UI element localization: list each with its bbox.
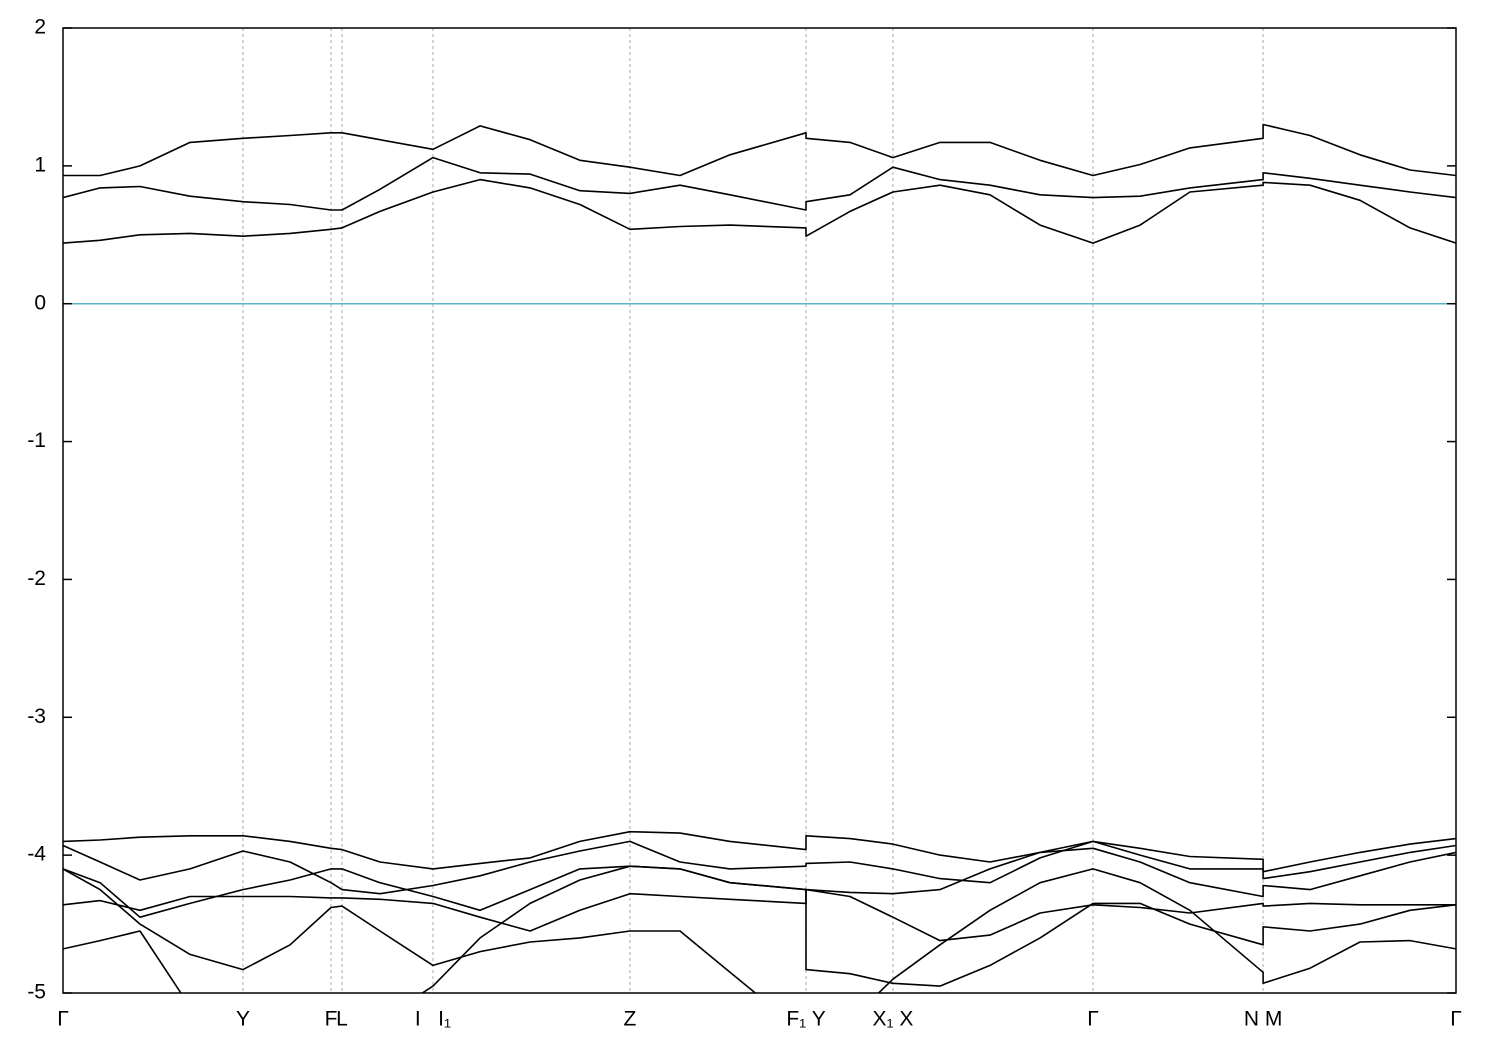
x-tick-label: Γ <box>1087 1008 1099 1031</box>
y-tick-label: -3 <box>27 705 46 728</box>
band-line <box>63 123 1456 177</box>
band-line <box>63 156 1456 211</box>
x-tick-label: Z <box>624 1008 637 1031</box>
y-tick-label: 2 <box>34 16 46 39</box>
y-tick-label: -2 <box>27 567 46 590</box>
labels: -5 -4 -3 -2 -1 0 1 2 Γ Y FL I I₁ Z F₁ Y X₁ X Γ N M Γ <box>27 16 1461 1031</box>
x-tick-label: X₁ X <box>872 1008 913 1031</box>
band-line <box>63 840 1456 895</box>
y-tick-label: 0 <box>34 291 46 314</box>
y-tick-label: -4 <box>27 843 46 866</box>
band-line <box>63 830 1456 873</box>
x-tick-label: Γ <box>1450 1008 1462 1031</box>
band-line <box>63 888 1456 942</box>
bands <box>63 123 1456 993</box>
y-tick-label: 1 <box>34 153 46 176</box>
y-tick-label: -5 <box>27 981 46 1004</box>
band-line <box>63 178 1456 244</box>
x-tick-label: Y <box>236 1008 250 1031</box>
band-line <box>63 868 1456 993</box>
x-tick-label: F <box>325 1008 338 1031</box>
x-tick-label: F₁ Y <box>786 1008 825 1031</box>
x-tick-label: N M <box>1244 1008 1283 1031</box>
plot-frame <box>62 27 1457 994</box>
x-tick-label: L <box>336 1008 348 1031</box>
x-tick-label: I I₁ <box>415 1008 451 1031</box>
x-tick-label: Γ <box>57 1008 69 1031</box>
band-line <box>63 865 1456 993</box>
y-tick-label: -1 <box>27 429 46 452</box>
